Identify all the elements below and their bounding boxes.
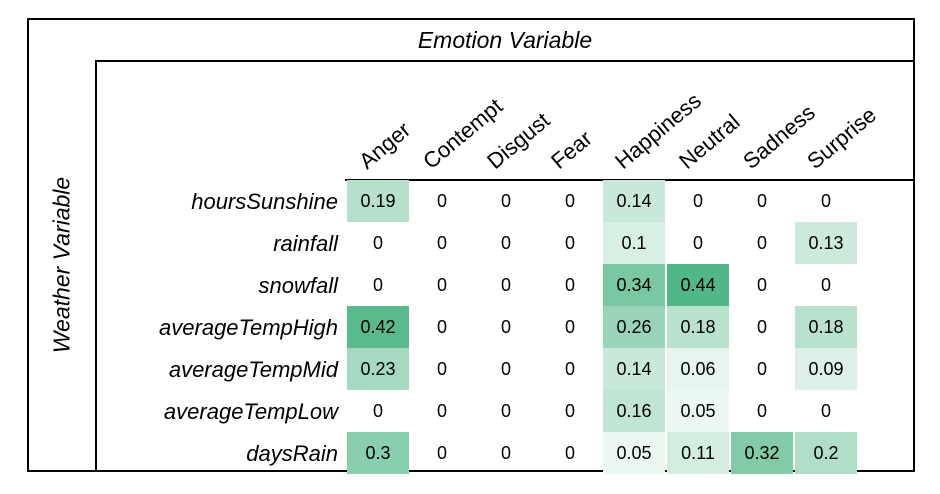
cell-value-label: 0 bbox=[373, 401, 383, 421]
cell-value-label: 0 bbox=[437, 275, 447, 295]
cell-value-label: 0 bbox=[693, 191, 703, 211]
cell-value-label: 0.44 bbox=[680, 275, 715, 295]
cell-value-label: 0.3 bbox=[365, 443, 390, 463]
cell-value-label: 0 bbox=[373, 275, 383, 295]
heatmap-cell bbox=[347, 306, 409, 348]
cell-value-label: 0 bbox=[757, 401, 767, 421]
heatmap-cell bbox=[603, 180, 665, 222]
cell-value-label: 0 bbox=[565, 191, 575, 211]
heatmap-cell bbox=[667, 348, 729, 390]
cell-value-label: 0 bbox=[501, 191, 511, 211]
cell-value-label: 0.19 bbox=[360, 191, 395, 211]
cell-value-label: 0 bbox=[437, 401, 447, 421]
row-label: daysRain bbox=[246, 441, 338, 466]
heatmap-cell bbox=[795, 222, 857, 264]
cell-value-label: 0.14 bbox=[616, 191, 651, 211]
heatmap-cell bbox=[347, 432, 409, 474]
cell-value-label: 0 bbox=[437, 317, 447, 337]
cell-value-label: 0 bbox=[757, 233, 767, 253]
cell-value-label: 0.13 bbox=[808, 233, 843, 253]
cell-value-label: 0 bbox=[757, 317, 767, 337]
column-axis-title: Emotion Variable bbox=[417, 27, 593, 53]
heatmap-cell bbox=[795, 432, 857, 474]
cell-value-label: 0.09 bbox=[808, 359, 843, 379]
cell-value-label: 0.1 bbox=[621, 233, 646, 253]
cell-value-label: 0 bbox=[821, 275, 831, 295]
heatmap-cell bbox=[347, 180, 409, 222]
heatmap-cell bbox=[667, 306, 729, 348]
heatmap-cell bbox=[667, 432, 729, 474]
cell-value-label: 0.34 bbox=[616, 275, 651, 295]
heatmap-cell bbox=[603, 264, 665, 306]
heatmap-cell bbox=[603, 432, 665, 474]
heatmap-cell bbox=[603, 390, 665, 432]
cell-value-label: 0 bbox=[757, 191, 767, 211]
cell-value-label: 0 bbox=[565, 401, 575, 421]
cell-value-label: 0 bbox=[437, 359, 447, 379]
cell-value-label: 0.05 bbox=[616, 443, 651, 463]
cell-value-label: 0.23 bbox=[360, 359, 395, 379]
cell-value-label: 0 bbox=[501, 275, 511, 295]
row-label: averageTempLow bbox=[164, 399, 340, 424]
cell-value-label: 0.05 bbox=[680, 401, 715, 421]
cell-value-label: 0 bbox=[821, 191, 831, 211]
cell-value-label: 0.18 bbox=[808, 317, 843, 337]
cell-value-label: 0.42 bbox=[360, 317, 395, 337]
cell-value-label: 0 bbox=[501, 317, 511, 337]
cell-value-label: 0 bbox=[501, 443, 511, 463]
cell-value-label: 0 bbox=[437, 233, 447, 253]
heatmap-cell bbox=[795, 348, 857, 390]
row-label: hoursSunshine bbox=[191, 189, 338, 214]
cell-value-label: 0 bbox=[501, 401, 511, 421]
cell-value-label: 0 bbox=[565, 443, 575, 463]
heatmap-cell bbox=[347, 348, 409, 390]
row-label: averageTempMid bbox=[169, 357, 339, 382]
figure-frame bbox=[27, 18, 915, 472]
row-label: averageTempHigh bbox=[159, 315, 338, 340]
cell-value-label: 0 bbox=[373, 233, 383, 253]
cell-value-label: 0 bbox=[565, 233, 575, 253]
inner-divider bbox=[95, 61, 97, 472]
cell-value-label: 0 bbox=[565, 275, 575, 295]
row-label: rainfall bbox=[273, 231, 339, 256]
heatmap-cell bbox=[603, 348, 665, 390]
cell-value-label: 0 bbox=[501, 359, 511, 379]
column-title-band: Emotion Variable bbox=[95, 18, 915, 62]
cell-value-label: 0 bbox=[757, 275, 767, 295]
cell-value-label: 0.18 bbox=[680, 317, 715, 337]
heatmap-cell bbox=[667, 264, 729, 306]
cell-value-label: 0.2 bbox=[813, 443, 838, 463]
cell-value-label: 0 bbox=[437, 191, 447, 211]
heatmap-cell bbox=[795, 306, 857, 348]
cell-value-label: 0 bbox=[757, 359, 767, 379]
heatmap-cell bbox=[603, 222, 665, 264]
cell-value-label: 0 bbox=[821, 401, 831, 421]
row-label: snowfall bbox=[259, 273, 340, 298]
heatmap-cell bbox=[731, 432, 793, 474]
cell-value-label: 0 bbox=[565, 359, 575, 379]
column-label: Anger bbox=[354, 117, 415, 174]
heatmap-cell bbox=[603, 306, 665, 348]
cell-value-label: 0 bbox=[693, 233, 703, 253]
heatmap-cell bbox=[667, 390, 729, 432]
cell-value-label: 0.16 bbox=[616, 401, 651, 421]
cell-value-label: 0 bbox=[437, 443, 447, 463]
cell-value-label: 0.11 bbox=[681, 443, 715, 463]
cell-value-label: 0.14 bbox=[616, 359, 651, 379]
cell-value-label: 0.06 bbox=[680, 359, 715, 379]
cell-value-label: 0.32 bbox=[744, 443, 779, 463]
column-label: Sadness bbox=[738, 100, 820, 174]
cell-value-label: 0.26 bbox=[616, 317, 651, 337]
cell-value-label: 0 bbox=[501, 233, 511, 253]
column-label: Fear bbox=[546, 126, 597, 174]
cell-value-label: 0 bbox=[565, 317, 575, 337]
